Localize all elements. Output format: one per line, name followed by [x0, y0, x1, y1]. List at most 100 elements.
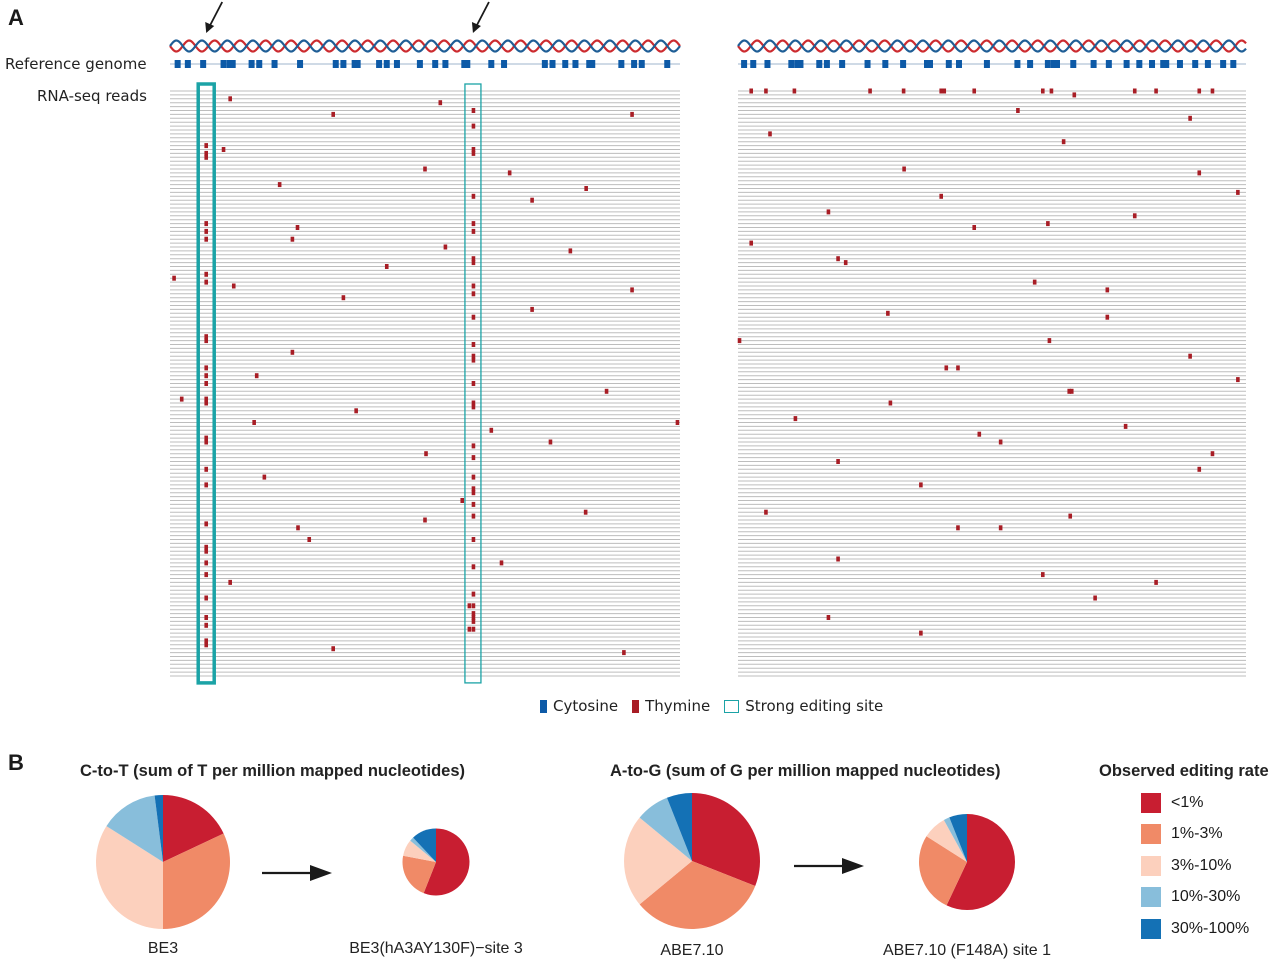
thymine-mark	[998, 439, 1003, 445]
strong-editing-site-box	[196, 82, 216, 685]
thymine-mark	[530, 306, 534, 312]
thymine-mark	[630, 111, 634, 117]
arrow-head	[310, 865, 332, 881]
pie-slice-2	[163, 833, 230, 929]
thymine-mark	[384, 264, 389, 269]
thymine-mark	[675, 420, 680, 425]
thymine-mark	[548, 439, 553, 445]
thymine-mark	[1132, 88, 1137, 94]
thymine-mark	[1154, 88, 1158, 94]
cytosine-mark	[631, 60, 638, 68]
thymine-mark	[204, 396, 209, 402]
cytosine-mark	[1220, 60, 1227, 68]
pie-slice-3	[926, 819, 967, 862]
thymine-mark	[204, 642, 209, 648]
legend-item-label: 30%-100%	[1171, 919, 1250, 937]
thymine-mark	[471, 357, 476, 363]
cytosine-mark	[1230, 60, 1237, 68]
panel-a-legend: Cytosine Thymine Strong editing site	[540, 697, 891, 715]
thymine-swatch-icon	[632, 699, 640, 713]
thymine-mark	[204, 482, 209, 488]
pie-slice-5	[154, 795, 163, 862]
cytosine-mark	[174, 60, 181, 68]
thymine-mark	[1041, 572, 1045, 578]
thymine-mark	[204, 435, 209, 441]
legend-item-label: 3%-10%	[1171, 856, 1232, 874]
pie-slice-3	[624, 817, 692, 905]
right-reads-panel	[737, 39, 1247, 677]
thymine-mark	[1188, 115, 1192, 121]
thymine-mark	[296, 525, 300, 531]
cytosine-mark	[256, 60, 263, 68]
pie-be3	[96, 795, 230, 929]
pie-label-be3: BE3	[147, 940, 179, 957]
thymine-mark	[604, 388, 609, 394]
thymine-mark	[424, 451, 428, 457]
cytosine-mark	[638, 60, 645, 68]
thymine-mark	[902, 166, 906, 172]
dna-helix-strand	[737, 39, 1247, 53]
thymine-mark	[471, 591, 476, 597]
thymine-mark	[471, 291, 476, 297]
thymine-mark	[471, 353, 476, 359]
cytosine-mark	[442, 60, 449, 68]
thymine-mark	[204, 560, 209, 566]
thymine-mark	[471, 501, 476, 507]
legend-thymine: Thymine	[632, 697, 710, 715]
thymine-mark	[939, 193, 943, 199]
thymine-mark	[630, 287, 634, 293]
thymine-mark	[1047, 338, 1052, 344]
thymine-mark	[919, 630, 923, 636]
pie-slice-2	[639, 861, 756, 929]
thymine-mark	[1067, 388, 1072, 394]
thymine-mark	[471, 381, 476, 386]
thymine-mark	[530, 197, 534, 203]
cytosine-mark	[541, 60, 548, 68]
thymine-mark	[204, 521, 209, 527]
thymine-mark	[826, 209, 831, 215]
pie-slice-2	[918, 836, 967, 906]
reference-genome-label: Reference genome	[5, 55, 147, 73]
thymine-mark	[489, 427, 494, 433]
cytosine-mark	[945, 60, 952, 68]
strong-site-swatch-icon	[724, 699, 740, 713]
thymine-mark	[471, 513, 476, 519]
pie-slice-4	[106, 795, 163, 862]
cytosine-mark	[955, 60, 962, 68]
thymine-mark	[331, 646, 335, 652]
thymine-mark	[1210, 451, 1215, 457]
swatch-icon	[1141, 918, 1161, 939]
thymine-mark	[204, 544, 209, 550]
thymine-mark	[584, 186, 588, 191]
swatch-icon	[1141, 792, 1161, 813]
reads-alignment-figure	[169, 1, 1247, 685]
arrow-pointer-icon	[205, 1, 224, 33]
thymine-mark	[471, 486, 476, 492]
thymine-mark	[1061, 139, 1066, 145]
pie-be3-hA3AY130F	[402, 828, 470, 896]
thymine-mark	[977, 431, 982, 437]
cytosine-mark	[839, 60, 846, 68]
legend-cytosine-label: Cytosine	[553, 697, 619, 715]
thymine-mark	[901, 88, 906, 94]
cytosine-mark	[1136, 60, 1143, 68]
thymine-mark	[471, 256, 476, 262]
thymine-mark	[262, 474, 267, 480]
cytosine-mark	[432, 60, 439, 68]
cytosine-mark	[351, 60, 361, 68]
thymine-mark	[888, 400, 893, 406]
thymine-mark	[1132, 213, 1137, 219]
cytosine-mark	[618, 60, 625, 68]
thymine-mark	[467, 603, 472, 609]
thymine-mark	[972, 88, 977, 94]
cytosine-mark	[1044, 60, 1051, 68]
thymine-mark	[460, 498, 465, 503]
thymine-mark	[471, 193, 476, 199]
thymine-mark	[471, 150, 476, 156]
pie-slice-5	[413, 828, 436, 862]
thymine-mark	[204, 439, 209, 445]
thymine-mark	[868, 88, 872, 94]
thymine-mark	[1032, 279, 1037, 285]
thymine-mark	[764, 509, 768, 515]
thymine-mark	[793, 416, 798, 422]
